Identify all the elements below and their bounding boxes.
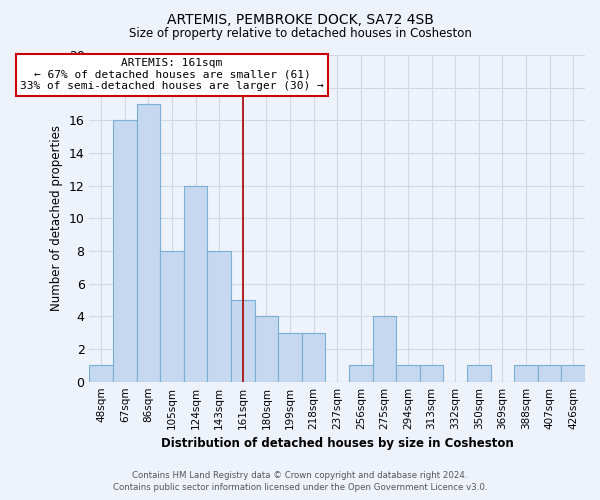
- Text: ARTEMIS: 161sqm
← 67% of detached houses are smaller (61)
33% of semi-detached h: ARTEMIS: 161sqm ← 67% of detached houses…: [20, 58, 324, 92]
- Bar: [278, 332, 302, 382]
- Bar: [208, 251, 231, 382]
- Bar: [254, 316, 278, 382]
- Bar: [514, 366, 538, 382]
- Bar: [467, 366, 491, 382]
- Bar: [373, 316, 396, 382]
- Text: ARTEMIS, PEMBROKE DOCK, SA72 4SB: ARTEMIS, PEMBROKE DOCK, SA72 4SB: [167, 12, 433, 26]
- Bar: [160, 251, 184, 382]
- Text: Size of property relative to detached houses in Cosheston: Size of property relative to detached ho…: [128, 28, 472, 40]
- Bar: [396, 366, 420, 382]
- Bar: [113, 120, 137, 382]
- Bar: [231, 300, 254, 382]
- Bar: [137, 104, 160, 382]
- Y-axis label: Number of detached properties: Number of detached properties: [50, 126, 63, 312]
- Bar: [562, 366, 585, 382]
- X-axis label: Distribution of detached houses by size in Cosheston: Distribution of detached houses by size …: [161, 437, 514, 450]
- Bar: [420, 366, 443, 382]
- Bar: [302, 332, 325, 382]
- Bar: [349, 366, 373, 382]
- Bar: [538, 366, 562, 382]
- Bar: [89, 366, 113, 382]
- Bar: [184, 186, 208, 382]
- Text: Contains HM Land Registry data © Crown copyright and database right 2024.
Contai: Contains HM Land Registry data © Crown c…: [113, 471, 487, 492]
